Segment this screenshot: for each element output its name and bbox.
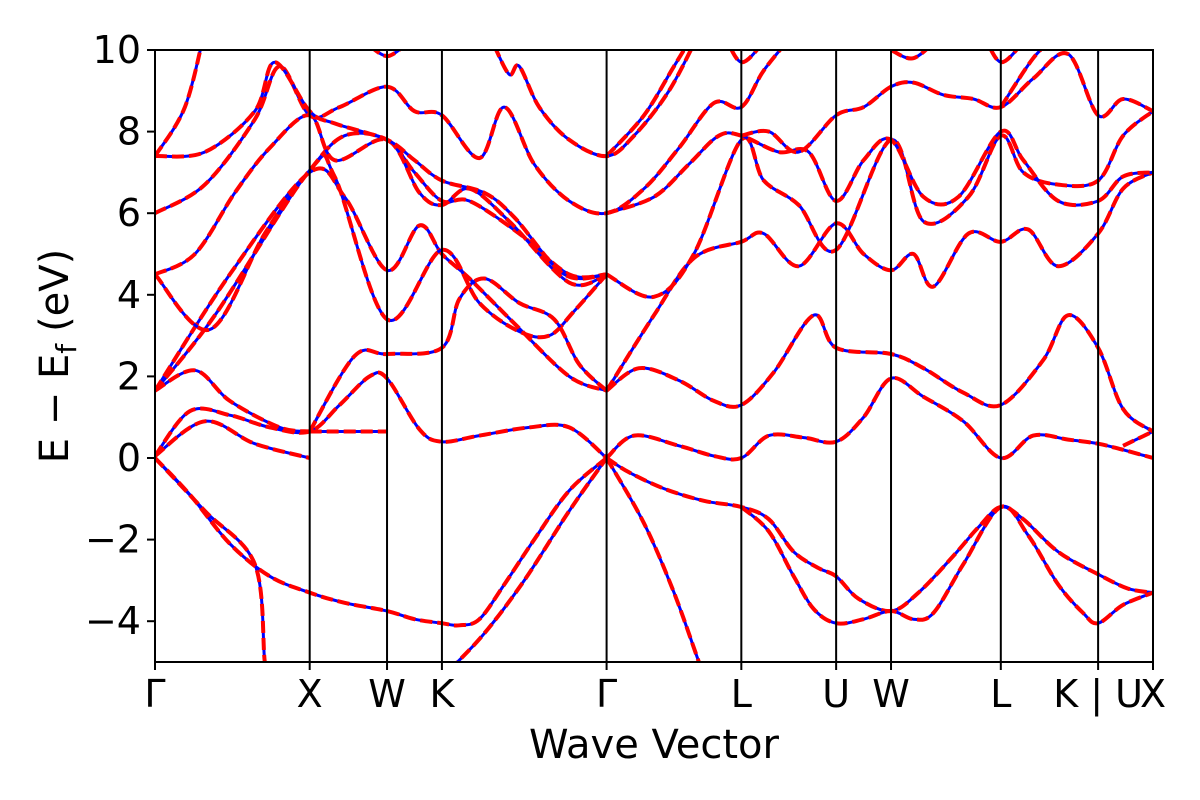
- band-29-red: [890, 50, 929, 61]
- band-17-red: [605, 109, 1153, 299]
- y-axis-ticks: −4 −2 0 2 4 6 8 10: [85, 28, 155, 643]
- band-2-red: [454, 456, 609, 662]
- x-tick-label: W: [368, 672, 406, 716]
- x-tick-label: X: [1140, 672, 1166, 716]
- x-tick-label: U: [822, 672, 850, 716]
- y-tick-label: 8: [117, 110, 141, 154]
- x-tick-label: X: [297, 672, 323, 716]
- band-25-red: [155, 50, 203, 158]
- band-27-red: [494, 50, 694, 159]
- plot-area: [155, 50, 1153, 662]
- band-11-red: [155, 368, 310, 434]
- band-20-red: [155, 50, 783, 216]
- x-tick-label: L: [731, 672, 752, 716]
- x-axis-title: Wave Vector: [529, 722, 780, 768]
- y-axis-title: E − Ef (eV): [32, 249, 83, 464]
- y-tick-label: −4: [85, 599, 141, 643]
- band-6-red: [155, 370, 608, 460]
- band-21-red: [605, 50, 687, 158]
- band-19-red: [155, 113, 608, 288]
- band-1-red: [155, 456, 608, 628]
- y-tick-label: 10: [93, 28, 141, 72]
- y-axis-title-subscript: f: [50, 343, 83, 354]
- x-tick-label: Γ: [596, 672, 617, 716]
- kpoint-lines: [308, 50, 1100, 662]
- x-tick-label: L: [990, 672, 1011, 716]
- band-12-red: [155, 166, 608, 393]
- y-tick-label: −2: [85, 518, 141, 562]
- band-4-red: [605, 456, 1153, 614]
- band-5-red: [739, 504, 1153, 626]
- y-tick-label: 0: [117, 436, 141, 480]
- band-16-red: [604, 170, 1153, 392]
- band-8-red: [605, 375, 1153, 462]
- plot-frame: [154, 49, 1154, 663]
- y-axis-title-main: E − E: [32, 354, 78, 464]
- band-10-red: [1122, 429, 1153, 448]
- x-tick-label: W: [872, 672, 910, 716]
- band-14-red: [307, 276, 608, 433]
- band-13-red: [155, 153, 609, 392]
- y-tick-label: 2: [117, 354, 141, 398]
- x-tick-label: K: [429, 672, 455, 716]
- band-23-red: [740, 51, 1153, 155]
- y-axis-title-unit: (eV): [32, 249, 78, 332]
- band-3-blue: [605, 457, 701, 662]
- band-31-red: [999, 50, 1044, 109]
- y-tick-label: 6: [117, 191, 141, 235]
- x-tick-label: Γ: [144, 672, 165, 716]
- x-tick-label: K | U: [1053, 672, 1143, 717]
- band-7-red: [155, 419, 311, 460]
- band-22-red: [605, 128, 1153, 216]
- y-tick-label: 4: [117, 273, 141, 317]
